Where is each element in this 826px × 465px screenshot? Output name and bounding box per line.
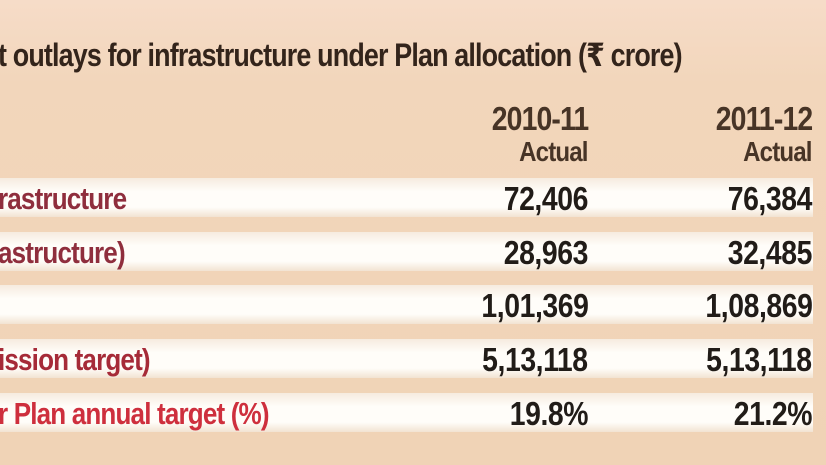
chart-title: t outlays for infrastructure under Plan …	[0, 36, 812, 74]
row-value-2011-12: 32,485	[727, 234, 813, 271]
column-header-2011-12: 2011-12 Actual	[612, 101, 812, 167]
row-value-2011-12: 21.2%	[733, 395, 813, 432]
table-row: rastructure 72,406 76,384	[0, 178, 813, 217]
col1-year-label: 2010-11	[491, 100, 588, 137]
row-label: rastructure	[0, 181, 127, 216]
table-row: r Plan annual target (%) 19.8% 21.2%	[0, 393, 813, 432]
table-row: ission target) 5,13,118 5,13,118	[0, 339, 813, 378]
row-value-2010-11: 1,01,369	[480, 287, 588, 324]
row-value-2010-11: 19.8%	[509, 395, 589, 432]
row-label: ission target)	[0, 342, 151, 377]
table-row: astructure) 28,963 32,485	[0, 232, 813, 271]
row-label: astructure)	[0, 235, 126, 270]
row-value-2010-11: 28,963	[503, 234, 589, 271]
chart-title-text: t outlays for infrastructure under Plan …	[0, 37, 683, 73]
col2-year-label: 2011-12	[715, 100, 812, 137]
table-row: 1,01,369 1,08,869	[0, 285, 813, 324]
column-header-2010-11: 2010-11 Actual	[388, 101, 588, 167]
col1-sub-label: Actual	[519, 136, 589, 167]
row-value-2011-12: 1,08,869	[704, 287, 812, 324]
row-value-2011-12: 76,384	[727, 180, 813, 217]
col2-sub-label: Actual	[743, 136, 813, 167]
row-value-2011-12: 5,13,118	[706, 341, 813, 378]
row-value-2010-11: 72,406	[503, 180, 589, 217]
row-value-2010-11: 5,13,118	[482, 341, 589, 378]
row-label: r Plan annual target (%)	[0, 396, 270, 431]
